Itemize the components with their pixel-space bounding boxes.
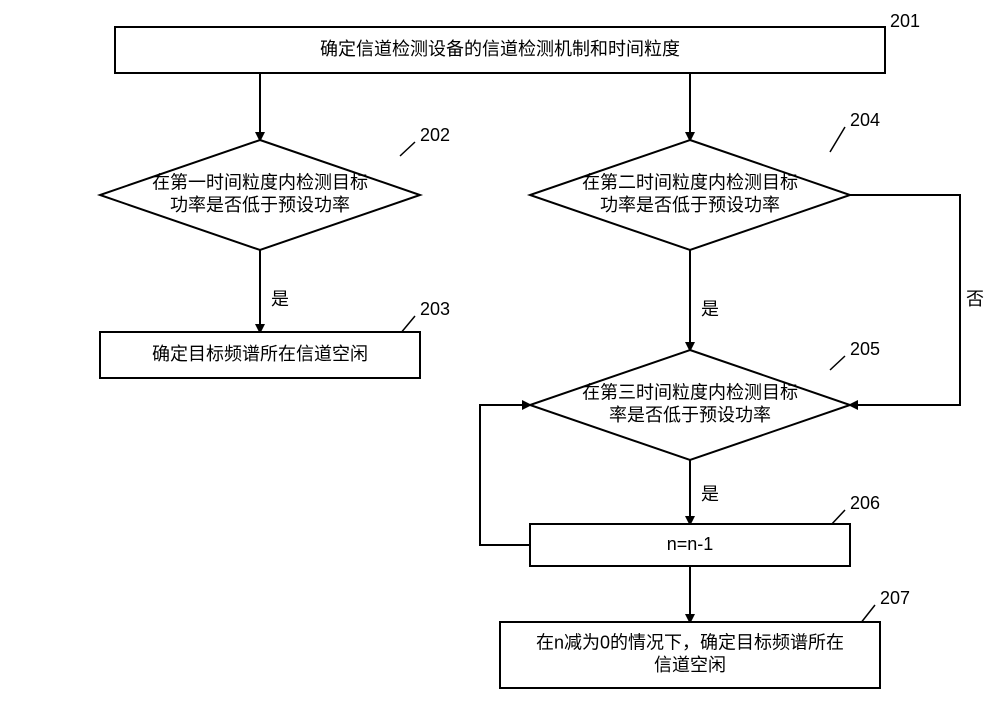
node-n205-line-1: 率是否低于预设功率	[609, 405, 771, 425]
ref-label-203: 203	[420, 299, 450, 319]
edge-3-label: 是	[701, 299, 719, 319]
node-n204: 在第二时间粒度内检测目标功率是否低于预设功率	[530, 140, 850, 250]
edge-4-label: 是	[701, 484, 719, 504]
node-n201-line-0: 确定信道检测设备的信道检测机制和时间粒度	[320, 39, 680, 59]
node-n207-line-1: 信道空闲	[654, 655, 726, 675]
ref-label-207: 207	[880, 588, 910, 608]
edge-6-label: 否	[966, 289, 984, 309]
node-n207: 在n减为0的情况下，确定目标频谱所在信道空闲	[500, 622, 880, 688]
edge-2-label: 是	[271, 289, 289, 309]
node-n204-line-1: 功率是否低于预设功率	[600, 195, 780, 215]
node-n205: 在第三时间粒度内检测目标率是否低于预设功率	[530, 350, 850, 460]
node-n203: 确定目标频谱所在信道空闲	[100, 332, 420, 378]
node-n206-line-0: n=n-1	[667, 534, 714, 554]
ref-leader-4	[830, 356, 845, 370]
ref-label-204: 204	[850, 110, 880, 130]
ref-leader-1	[400, 142, 415, 156]
edge-7	[480, 405, 530, 545]
node-n202: 在第一时间粒度内检测目标功率是否低于预设功率	[100, 140, 420, 250]
ref-label-202: 202	[420, 125, 450, 145]
node-n202-line-0: 在第一时间粒度内检测目标	[152, 173, 368, 193]
node-n202-line-1: 功率是否低于预设功率	[170, 195, 350, 215]
ref-label-201: 201	[890, 11, 920, 31]
node-n201: 确定信道检测设备的信道检测机制和时间粒度	[115, 27, 885, 73]
ref-label-205: 205	[850, 339, 880, 359]
nodes-layer: 确定信道检测设备的信道检测机制和时间粒度在第一时间粒度内检测目标功率是否低于预设…	[100, 27, 885, 688]
ref-label-206: 206	[850, 493, 880, 513]
node-n207-line-0: 在n减为0的情况下，确定目标频谱所在	[536, 633, 844, 653]
edge-6	[850, 195, 960, 405]
node-n204-line-0: 在第二时间粒度内检测目标	[582, 173, 798, 193]
node-n203-line-0: 确定目标频谱所在信道空闲	[152, 344, 368, 364]
node-n206: n=n-1	[530, 524, 850, 566]
flowchart-canvas: 是是是否 201202203204205206207 确定信道检测设备的信道检测…	[0, 0, 1000, 722]
node-n205-line-0: 在第三时间粒度内检测目标	[582, 383, 798, 403]
ref-leader-3	[830, 127, 845, 152]
